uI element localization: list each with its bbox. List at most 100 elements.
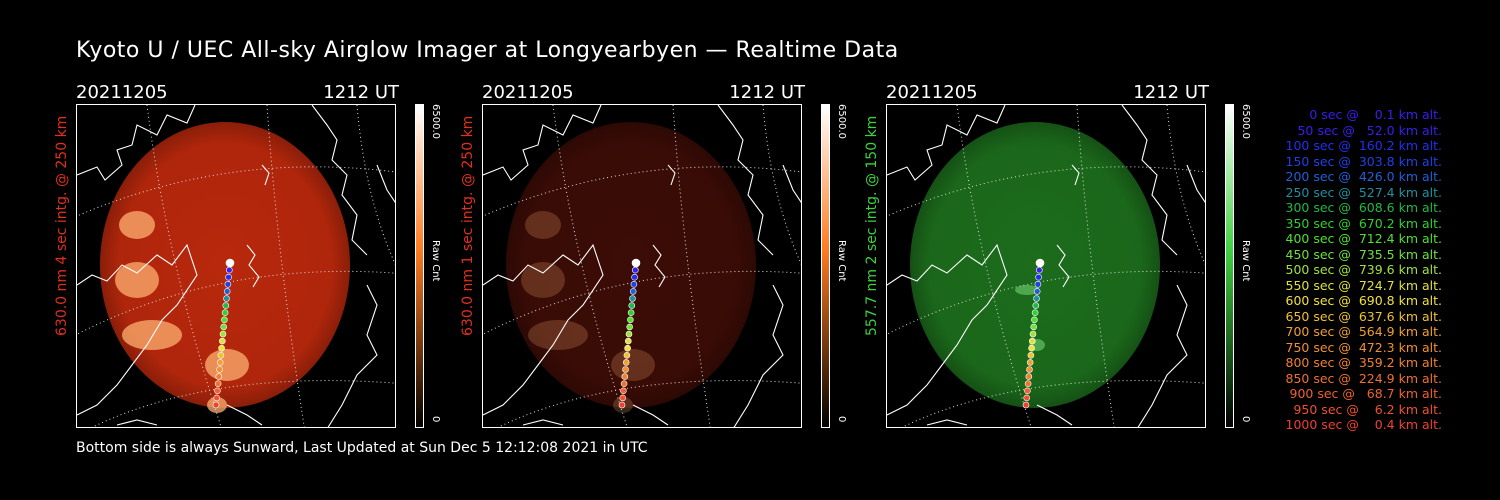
trajectory-point bbox=[215, 373, 223, 380]
trajectory-point bbox=[225, 258, 235, 268]
aurora-patch bbox=[1015, 285, 1039, 295]
coastline bbox=[632, 404, 669, 426]
aurora-patch bbox=[119, 211, 155, 239]
lat-lon-gridline bbox=[356, 105, 395, 265]
allsky-image bbox=[910, 122, 1160, 408]
lat-lon-gridline bbox=[887, 270, 1205, 335]
colorbar-max-label: 6500.0 bbox=[836, 104, 847, 139]
coastline bbox=[1137, 284, 1188, 427]
legend-entry: 550 sec @ 724.7 km alt. bbox=[1281, 277, 1443, 293]
legend-entry: 150 sec @ 303.8 km alt. bbox=[1281, 153, 1443, 169]
lat-lon-gridline bbox=[1076, 105, 1115, 427]
legend-entry: 50 sec @ 52.0 km alt. bbox=[1289, 122, 1442, 138]
trajectory-point bbox=[1030, 323, 1037, 331]
trajectory-point bbox=[219, 330, 227, 338]
colorbar-max-label: 6500.0 bbox=[1240, 104, 1251, 139]
legend-entry: 650 sec @ 637.6 km alt. bbox=[1281, 308, 1443, 324]
imager-panel-1: 20211205 1212 UT 630.0 nm 4 sec intg. @ 25… bbox=[54, 80, 441, 428]
legend-entry: 300 sec @ 608.6 km alt. bbox=[1281, 200, 1443, 215]
trajectory-point bbox=[625, 337, 632, 345]
trajectory-point bbox=[224, 281, 232, 288]
trajectory-point bbox=[1022, 401, 1030, 409]
aurora-patch bbox=[115, 262, 159, 298]
trajectory-point bbox=[618, 401, 626, 409]
trajectory-point bbox=[1029, 337, 1036, 345]
lat-lon-gridline bbox=[552, 105, 628, 427]
panel-time: 1212 UT bbox=[729, 82, 805, 103]
trajectory-point bbox=[220, 323, 227, 331]
coastline bbox=[1056, 244, 1070, 288]
colorbar bbox=[821, 104, 830, 428]
allsky-map-svg bbox=[483, 105, 801, 427]
legend-entry: 1000 sec @ 0.4 km alt. bbox=[1285, 417, 1442, 432]
legend-entry: 0 sec @ 0.1 km alt. bbox=[1297, 107, 1442, 122]
colorbar-min-label: 0 bbox=[430, 416, 441, 423]
trajectory-point bbox=[216, 366, 223, 373]
trajectory-point bbox=[216, 359, 224, 366]
coastline bbox=[1071, 164, 1080, 186]
lat-lon-gridline bbox=[266, 105, 305, 427]
coastline bbox=[1036, 404, 1073, 426]
trajectory-point bbox=[219, 337, 226, 345]
trajectory-point bbox=[1031, 309, 1039, 316]
legend-entry: 500 sec @ 739.6 km alt. bbox=[1281, 262, 1443, 277]
trajectory-point bbox=[214, 387, 221, 395]
trajectory-point bbox=[631, 258, 641, 268]
panel-time: 1212 UT bbox=[1133, 82, 1209, 103]
allsky-image bbox=[506, 122, 756, 408]
trajectory-point bbox=[620, 380, 628, 388]
colorbar bbox=[1225, 104, 1234, 428]
trajectory-point bbox=[1033, 295, 1040, 302]
legend-entry: 250 sec @ 527.4 km alt. bbox=[1281, 184, 1443, 200]
panel-wavelength-label: 630.0 nm 4 sec intg. @ 250 km bbox=[54, 115, 70, 336]
trajectory-point bbox=[632, 266, 639, 274]
coastline bbox=[311, 105, 368, 256]
trajectory-point bbox=[1024, 387, 1031, 395]
lat-lon-gridline bbox=[483, 270, 801, 335]
panel-wavelength-label: 630.0 nm 1 sec intg. @ 250 km bbox=[460, 115, 476, 336]
trajectory-point bbox=[629, 295, 636, 302]
coastline bbox=[782, 164, 801, 203]
coastline bbox=[376, 164, 395, 203]
coastline bbox=[667, 164, 676, 186]
trajectory-point bbox=[1025, 373, 1033, 380]
panel-time: 1212 UT bbox=[323, 82, 399, 103]
trajectory-point bbox=[218, 344, 225, 352]
trajectory-point bbox=[222, 302, 230, 309]
panel-date: 20211205 bbox=[76, 82, 168, 103]
trajectory-point bbox=[1031, 316, 1038, 324]
trajectory-point bbox=[1023, 394, 1030, 402]
lat-lon-gridline bbox=[762, 105, 801, 265]
trajectory-point bbox=[217, 352, 225, 359]
allsky-map-svg bbox=[77, 105, 395, 427]
coastline bbox=[1186, 164, 1205, 203]
trajectory-point bbox=[223, 295, 230, 302]
footer-note: Bottom side is always Sunward, Last Upda… bbox=[76, 440, 648, 456]
trajectory-point bbox=[626, 323, 633, 331]
aurora-patch bbox=[525, 211, 561, 239]
coastline bbox=[483, 243, 604, 416]
trajectory-point bbox=[212, 401, 220, 409]
panel-wavelength-label: 557.7 nm 2 sec intg. @ 150 km bbox=[864, 115, 880, 336]
trajectory-legend: 0 sec @ 0.1 km alt. 50 sec @ 52.0 km alt… bbox=[1262, 107, 1443, 433]
trajectory-point bbox=[1035, 273, 1042, 281]
colorbar-min-label: 0 bbox=[1240, 416, 1251, 423]
aurora-patch bbox=[521, 262, 565, 298]
trajectory-point bbox=[1029, 330, 1037, 338]
colorbar bbox=[415, 104, 424, 428]
panel-date: 20211205 bbox=[482, 82, 574, 103]
colorbar-unit-label: Raw Cnt bbox=[836, 240, 847, 282]
colorbar-max-label: 6500.0 bbox=[430, 104, 441, 139]
trajectory-point bbox=[629, 288, 637, 295]
trajectory-point bbox=[1032, 302, 1040, 309]
legend-entry: 350 sec @ 670.2 km alt. bbox=[1281, 215, 1443, 231]
trajectory-point bbox=[1035, 258, 1045, 268]
trajectory-point bbox=[221, 309, 229, 316]
trajectory-point bbox=[221, 316, 228, 324]
coastline bbox=[652, 244, 666, 288]
trajectory-point bbox=[1033, 288, 1041, 295]
trajectory-point bbox=[631, 273, 638, 281]
legend-entry: 800 sec @ 359.2 km alt. bbox=[1281, 355, 1443, 370]
legend-entry: 850 sec @ 224.9 km alt. bbox=[1281, 370, 1443, 386]
lat-lon-gridline bbox=[956, 105, 1032, 427]
